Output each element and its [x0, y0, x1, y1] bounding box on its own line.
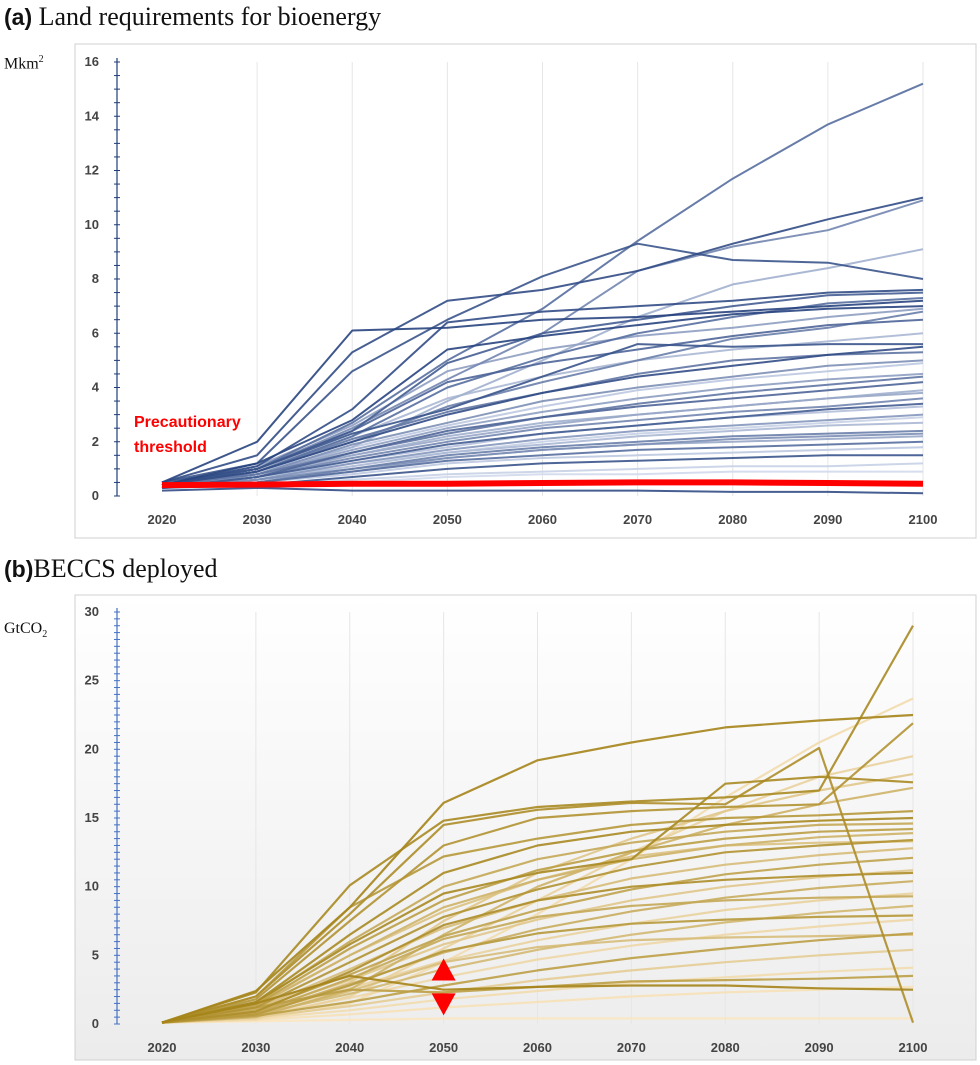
chart-b-series-line	[161, 713, 914, 1024]
chart-b-series-line	[161, 914, 914, 1024]
panel-b-title: (b)BECCS deployed	[4, 554, 218, 584]
chart-b-series-line	[161, 871, 914, 1024]
chart-b-y-tick-label: 10	[85, 879, 99, 894]
chart-b-series-line	[161, 786, 914, 1024]
chart-a-series-line	[161, 242, 924, 484]
chart-b-series-line	[161, 832, 914, 1024]
chart-b-series-line	[161, 838, 914, 1024]
chart-a-series-line	[161, 432, 924, 489]
chart-a-y-tick-label: 0	[92, 488, 99, 503]
chart-b-series-line	[161, 966, 914, 1024]
chart-a-x-tick-label: 2040	[338, 512, 367, 527]
chart-b-series-group	[161, 625, 915, 1024]
chart-b-y-tick-label: 0	[92, 1016, 99, 1031]
chart-b-x-tick-label: 2100	[899, 1040, 928, 1055]
chart-b-x-tick-label: 2060	[523, 1040, 552, 1055]
panel-b-unit-text: GtCO	[4, 620, 43, 637]
chart-b-series-line	[161, 775, 914, 1024]
panel-b-unit-sub: 2	[42, 629, 48, 641]
chart-a-series-line	[161, 82, 924, 484]
chart-a-x-tick-label: 2030	[243, 512, 272, 527]
chart-b-series-line	[161, 827, 914, 1024]
chart-a-x-tick-label: 2100	[909, 512, 938, 527]
panel-b-letter: (b)	[4, 556, 34, 582]
chart-b-series-line	[161, 1017, 913, 1024]
chart-a-y-tick-label: 16	[85, 54, 99, 69]
panel-b-title-text: BECCS deployed	[33, 554, 218, 583]
chart-a-series-line	[161, 486, 924, 495]
chart-a-x-tick-label: 2070	[623, 512, 652, 527]
panel-a-unit: Mkm2	[4, 54, 44, 73]
chart-b-series-line	[161, 722, 914, 1024]
chart-a-series-line	[161, 402, 924, 489]
threshold-line	[161, 479, 924, 489]
threshold-label-line1: Precautionary	[134, 414, 241, 431]
chart-a-x-tick-label: 2090	[813, 512, 842, 527]
chart-a-series-line	[161, 359, 924, 489]
chart-b-series-line	[161, 932, 914, 1024]
panel-a-unit-text: Mkm	[4, 55, 39, 73]
chart-a-x-tick-label: 2050	[433, 512, 462, 527]
chart-b-series-line	[161, 810, 914, 1024]
chart-a-series-group	[161, 82, 924, 495]
up-arrow-icon	[431, 958, 456, 981]
chart-a-x-tick-label: 2080	[718, 512, 747, 527]
chart-a-series-line	[161, 343, 923, 487]
chart-a-y-tick-label: 10	[85, 217, 99, 232]
chart-a-x-tick-label: 2020	[148, 512, 177, 527]
chart-a-y-tick-label: 8	[92, 271, 99, 286]
chart-a-series-line	[161, 299, 924, 484]
chart-b-x-tick-label: 2080	[711, 1040, 740, 1055]
threshold-label-line2: threshold	[134, 439, 207, 456]
chart-a-y-tick-label: 12	[85, 163, 99, 178]
chart-a-series-line	[161, 305, 924, 487]
chart-b-y-tick-label: 5	[92, 947, 99, 962]
chart-a-series-line	[161, 440, 924, 489]
chart-a-x-tick-label: 2060	[528, 512, 557, 527]
panel-b-unit: GtCO2	[4, 620, 47, 640]
chart-a-y-tick-label: 14	[85, 108, 100, 123]
chart-b-frame	[74, 594, 977, 1061]
chart-b-y-tick-label: 30	[85, 604, 99, 619]
chart-a-series-line	[161, 413, 924, 489]
chart-b-x-tick-label: 2020	[148, 1040, 177, 1055]
chart-b-y-tick-label: 20	[85, 741, 99, 756]
chart-b-series-line	[161, 746, 915, 1024]
panel-a-title: (a) Land requirements for bioenergy	[4, 2, 381, 32]
chart-a-series-line	[161, 196, 924, 484]
panel-a-title-text: Land requirements for bioenergy	[38, 2, 382, 31]
chart-a-y-tick-label: 6	[92, 325, 99, 340]
chart-b-x-tick-label: 2030	[241, 1040, 270, 1055]
chart-b-y-tick-label: 25	[85, 673, 99, 688]
panel-a-letter: (a)	[4, 4, 33, 30]
panel-a-unit-sup: 2	[38, 54, 44, 65]
down-arrow-icon	[431, 993, 456, 1016]
chart-b-x-tick-label: 2070	[617, 1040, 646, 1055]
chart-b-x-tick-label: 2090	[805, 1040, 834, 1055]
chart-b-series-line	[161, 918, 914, 1024]
chart-b-y-tick-label: 15	[85, 810, 99, 825]
chart-a-series-line	[161, 345, 924, 487]
chart-b-x-tick-label: 2040	[335, 1040, 364, 1055]
chart-a-y-tick-label: 2	[92, 434, 99, 449]
chart-b-series-line	[161, 985, 914, 1024]
chart-a-y-tick-label: 4	[92, 380, 100, 395]
chart-a: 0 2 4 6 8 10 12 14 16 2020 2030 2040 2050 2060 2070 208…	[74, 43, 977, 539]
chart-b-series-line	[161, 974, 914, 1024]
chart-b-series-line	[161, 816, 914, 1024]
chart-b-series-line	[161, 625, 914, 1024]
chart-b-x-tick-label: 2050	[429, 1040, 458, 1055]
chart-a-series-line	[161, 381, 924, 489]
chart-b-series-line	[161, 948, 914, 1024]
chart-a-series-line	[161, 288, 924, 487]
chart-b-series-line	[161, 880, 914, 1024]
